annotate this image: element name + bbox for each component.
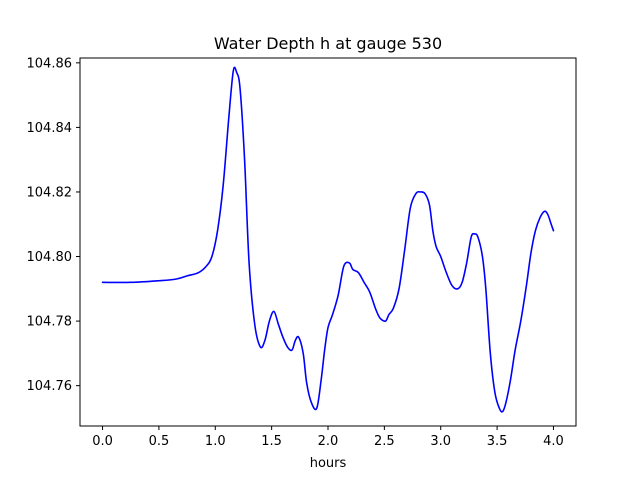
x-axis-label: hours <box>310 456 347 471</box>
y-tick-label: 104.82 <box>27 185 73 200</box>
chart-title: Water Depth h at gauge 530 <box>214 34 442 53</box>
y-tick-label: 104.80 <box>27 250 73 265</box>
x-tick-label: 2.0 <box>318 434 339 449</box>
x-tick-label: 1.5 <box>261 434 282 449</box>
x-tick-label: 2.5 <box>374 434 395 449</box>
y-axis: 104.76 104.78 104.80 104.82 104.84 104.86 <box>27 56 80 394</box>
series-line <box>101 66 555 413</box>
x-axis: 0.0 0.5 1.0 1.5 2.0 2.5 3.0 3.5 4.0 <box>92 426 564 449</box>
y-tick-label: 104.76 <box>27 379 73 394</box>
y-tick-label: 104.86 <box>27 56 73 71</box>
x-tick-label: 1.0 <box>205 434 226 449</box>
x-tick-label: 3.0 <box>430 434 451 449</box>
plot-area <box>101 66 555 413</box>
x-tick-label: 0.5 <box>149 434 170 449</box>
x-tick-label: 0.0 <box>92 434 113 449</box>
y-tick-label: 104.84 <box>27 121 73 136</box>
y-tick-label: 104.78 <box>27 315 73 330</box>
x-tick-label: 3.5 <box>487 434 508 449</box>
x-tick-label: 4.0 <box>543 434 564 449</box>
